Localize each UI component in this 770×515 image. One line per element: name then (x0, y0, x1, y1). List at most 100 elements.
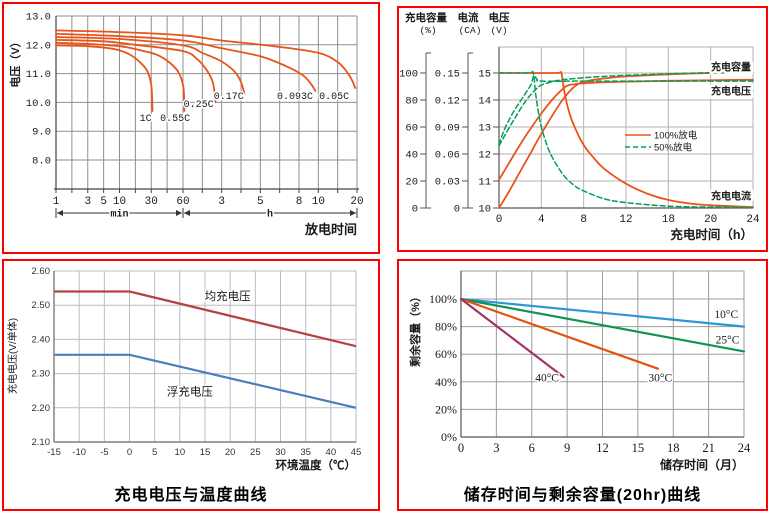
svg-text:9: 9 (564, 441, 570, 455)
svg-text:10: 10 (175, 447, 186, 458)
x-tick-labels: 0 4 8 12 18 20 24 (496, 214, 760, 226)
y-axis-title: 电压（V） (8, 36, 22, 87)
svg-text:(CA): (CA) (459, 25, 482, 36)
svg-text:8: 8 (296, 196, 303, 208)
svg-text:25: 25 (250, 447, 261, 458)
svg-text:20: 20 (350, 196, 363, 208)
svg-text:80: 80 (405, 96, 418, 108)
svg-text:2.60: 2.60 (32, 266, 51, 277)
svg-text:0%: 0% (441, 430, 457, 444)
line-40°C (459, 297, 565, 379)
svg-text:40: 40 (405, 150, 418, 162)
panel-voltage-temperature-chart: 2.60 2.50 2.40 2.30 2.20 2.10 -15 -10 -5 0 5 10 15 20… (2, 259, 380, 511)
x-axis-title: 环境温度（℃） (276, 458, 357, 472)
svg-text:-10: -10 (72, 447, 86, 458)
svg-text:12.0: 12.0 (26, 40, 51, 52)
storage-capacity-chart: 100% 80% 60% 40% 20% 0%0 3 6 9 12 15 18 21 24 储存时间（月） 剩… (408, 270, 751, 472)
svg-text:电压: 电压 (489, 11, 510, 24)
svg-text:电流: 电流 (458, 11, 479, 24)
x-tick-labels: -15 -10 -5 0 5 10 15 20 25 30 35 40 45 (47, 447, 361, 458)
svg-text:45: 45 (351, 447, 362, 458)
svg-text:3: 3 (218, 196, 225, 208)
svg-text:18: 18 (662, 214, 675, 226)
svg-text:1: 1 (53, 196, 60, 208)
curve-100%放电-充电电流 (498, 71, 754, 208)
svg-text:0.15: 0.15 (435, 69, 460, 81)
x-axis-title: 储存时间（月） (660, 457, 744, 472)
svg-text:5: 5 (257, 196, 264, 208)
svg-text:0.05C: 0.05C (319, 92, 349, 103)
svg-text:9.0: 9.0 (32, 127, 51, 139)
svg-text:10: 10 (312, 196, 325, 208)
svg-text:21: 21 (702, 441, 715, 455)
svg-text:(V): (V) (490, 25, 507, 36)
svg-text:0.12: 0.12 (435, 96, 460, 108)
svg-text:0.55C: 0.55C (160, 114, 190, 125)
curve-100%放电-充电容量 (498, 71, 754, 209)
svg-text:充电电流: 充电电流 (711, 190, 751, 203)
svg-text:11.0: 11.0 (26, 69, 51, 81)
scale-capacity: 100 80 60 40 20 0 充电容量(%) (399, 11, 447, 216)
axes (53, 271, 356, 443)
svg-text:0.06: 0.06 (435, 150, 460, 162)
time-unit-arrows: min h (55, 207, 358, 222)
y-axis-title: 剩余容量（%） (408, 291, 422, 367)
svg-text:20: 20 (704, 214, 717, 226)
svg-text:60: 60 (405, 123, 418, 135)
svg-text:0: 0 (496, 214, 503, 226)
svg-text:12: 12 (619, 214, 632, 226)
curve-50%放电-充电电压 (498, 74, 754, 146)
svg-text:11: 11 (478, 177, 491, 189)
curve-50%放电-充电容量 (498, 70, 754, 147)
svg-text:30: 30 (275, 447, 286, 458)
svg-text:h: h (267, 209, 273, 221)
curve-0.05C (55, 29, 357, 89)
line-10°C (459, 297, 746, 328)
svg-text:8: 8 (580, 214, 587, 226)
svg-text:60: 60 (176, 196, 189, 208)
svg-text:20: 20 (405, 177, 418, 189)
svg-text:35: 35 (300, 447, 311, 458)
svg-text:0: 0 (412, 204, 418, 216)
chart-title-storage-capacity: 储存时间与剩余容量(20hr)曲线 (463, 487, 702, 504)
svg-text:0.03: 0.03 (435, 177, 460, 189)
svg-text:10.0: 10.0 (26, 98, 51, 110)
svg-text:15: 15 (632, 441, 645, 455)
curve-0.55C (55, 41, 186, 112)
svg-text:1C: 1C (140, 114, 152, 125)
grid (53, 270, 357, 443)
svg-text:60%: 60% (435, 347, 457, 361)
svg-text:2.30: 2.30 (32, 369, 51, 380)
svg-text:0.09: 0.09 (435, 123, 460, 135)
line-label-均充电压: 均充电压 (205, 289, 251, 303)
svg-text:-5: -5 (100, 447, 108, 458)
x-tick-labels: 0 3 6 9 12 15 18 21 24 (458, 441, 751, 455)
x-tick-labels: 1 3 5 10 30 60 3 5 8 10 20 (53, 196, 364, 208)
svg-text:30: 30 (145, 196, 158, 208)
svg-text:10: 10 (113, 196, 126, 208)
capacity-lines (459, 297, 746, 379)
curve-1C (55, 44, 154, 112)
legend-label: 100%放电 (654, 130, 698, 142)
svg-text:15: 15 (200, 447, 211, 458)
svg-text:2.20: 2.20 (32, 403, 51, 414)
curve-0.25C (55, 39, 217, 104)
panel-charge-characteristics-chart: 100 80 60 40 20 0 充电容量 (%) 0.15 0.12 0.09 0.06 0.03 0… (397, 6, 768, 252)
svg-text:0.25C: 0.25C (184, 100, 214, 111)
svg-text:40: 40 (326, 447, 337, 458)
svg-text:-15: -15 (47, 447, 61, 458)
line-25°C (459, 297, 746, 353)
line-label-40°C: 40°C (535, 373, 559, 385)
svg-text:13.0: 13.0 (26, 12, 51, 24)
y-tick-labels: 100% 80% 60% 40% 20% 0% (429, 292, 457, 444)
curve-0.093C (55, 33, 317, 92)
svg-text:(%): (%) (419, 25, 436, 36)
x-axis-title: 放电时间 (304, 222, 357, 237)
svg-text:13: 13 (478, 123, 491, 135)
svg-text:20: 20 (225, 447, 236, 458)
line-30°C (459, 297, 659, 370)
voltage-lines (54, 290, 357, 409)
svg-text:5: 5 (152, 447, 157, 458)
